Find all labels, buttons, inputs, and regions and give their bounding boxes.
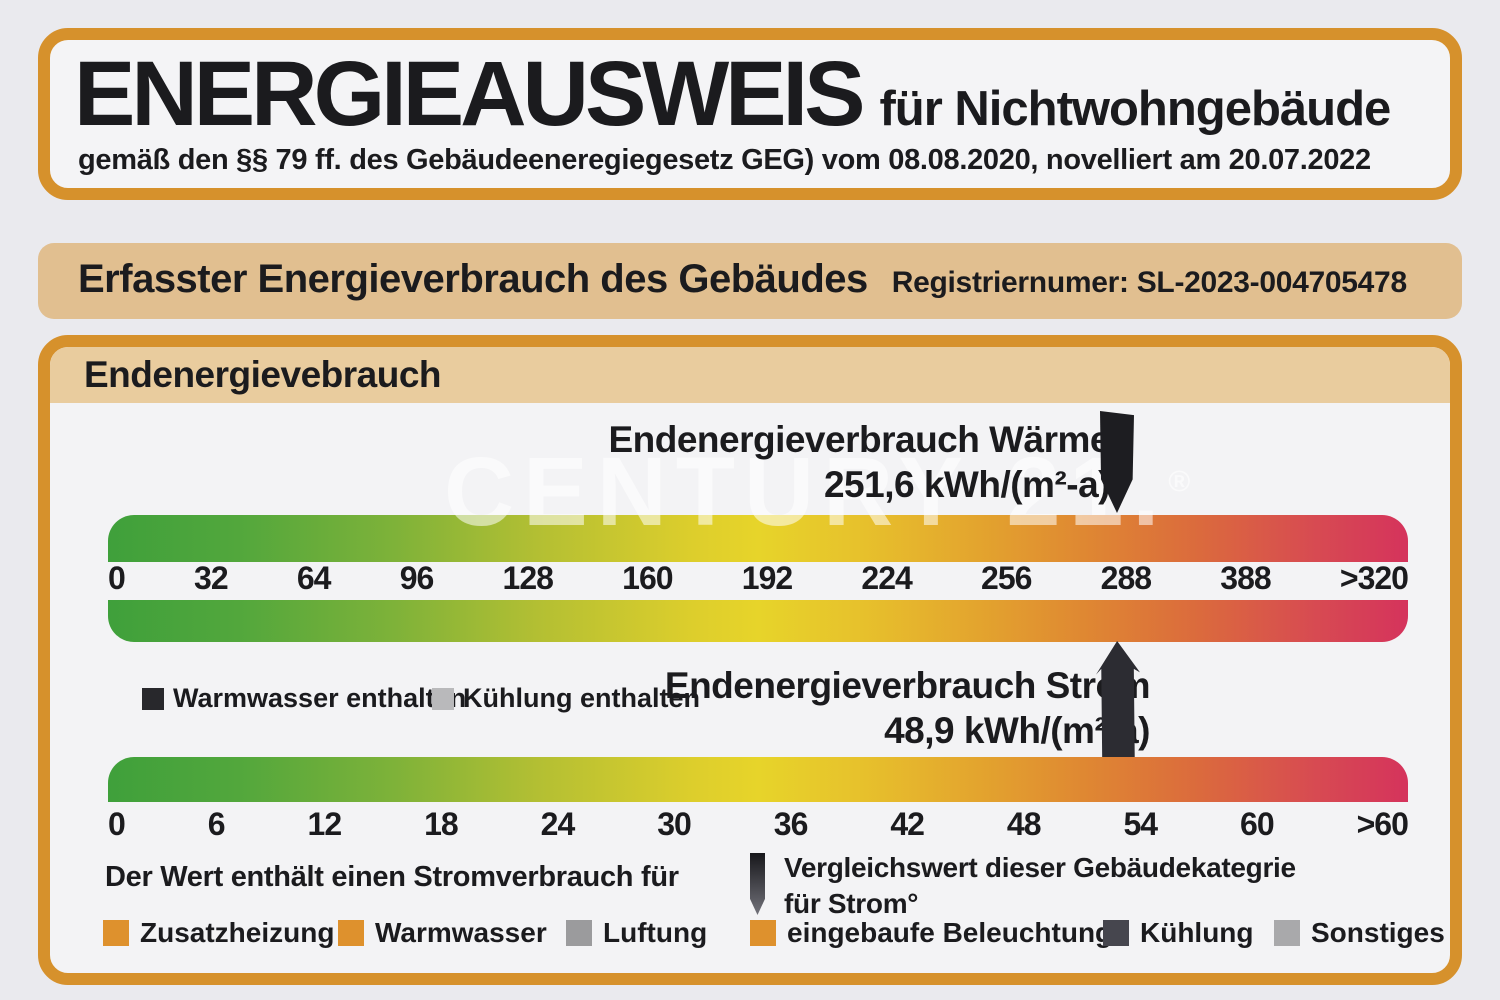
comparison-note-line2: für Strom° xyxy=(784,887,919,919)
consumption-legend-label: Sonstiges xyxy=(1311,917,1445,948)
legend-square-icon xyxy=(566,920,592,946)
scale-tick: 64 xyxy=(296,560,332,596)
scale-tick: 24 xyxy=(540,806,576,842)
legend-square-icon xyxy=(432,687,454,710)
stromverbrauch-note: Der Wert enthält einen Stromverbrauch fü… xyxy=(105,861,679,893)
included-legend-label: Kühlung enthalten xyxy=(463,683,700,713)
section-band-text: Erfasster Energieverbrauch des Gebäudes … xyxy=(78,257,1407,302)
waerme-scale-bar-bottom xyxy=(108,600,1408,642)
scale-tick: 0 xyxy=(108,806,126,842)
strom-comparison-arrow-icon xyxy=(750,853,765,915)
scale-tick: 128 xyxy=(502,560,554,596)
scale-tick: 36 xyxy=(773,806,809,842)
scale-tick: >60 xyxy=(1356,806,1409,842)
consumption-legend-item: Zusatzheizung xyxy=(103,917,334,949)
legend-square-icon xyxy=(1103,920,1129,946)
scale-tick: 32 xyxy=(194,560,229,596)
law-reference-line: gemäß den §§ 79 ff. des Gebäudeeneregieg… xyxy=(78,144,1371,176)
waerme-value-block: Endenergieverbrauch Wärme 251,6 kWh/(m²-… xyxy=(450,417,1110,507)
waerme-scale-ticks: 0 32 64 96 128 160 192 224 256 288 388 >320 xyxy=(108,560,1409,597)
title-row: ENERGIEAUSWEIS für Nichtwohngebäude xyxy=(74,43,1391,145)
consumption-box: Endenergievebrauch Endenergieverbrauch W… xyxy=(38,335,1462,985)
watermark-text: CENTURY 21. xyxy=(444,437,1169,546)
included-legend-label: Warmwasser enthalten xyxy=(173,683,467,713)
consumption-legend-item: Warmwasser xyxy=(338,917,547,949)
scale-tick: 18 xyxy=(424,806,459,842)
consumption-legend-item: Luftung xyxy=(566,917,707,949)
scale-tick: 96 xyxy=(399,560,435,596)
scale-tick: 288 xyxy=(1100,560,1152,596)
comparison-note: Vergleichswert dieser Gebäudekategrie fü… xyxy=(784,850,1296,922)
consumption-legend-label: eingebaufe Beleuchtung xyxy=(787,917,1113,948)
scale-tick: 256 xyxy=(981,560,1032,596)
page-title: ENERGIEAUSWEIS xyxy=(74,43,865,145)
consumption-heading-band: Endenergievebrauch xyxy=(50,347,1450,403)
consumption-heading: Endenergievebrauch xyxy=(84,354,442,395)
scale-tick: 60 xyxy=(1240,806,1275,842)
section-band: Erfasster Energieverbrauch des Gebäudes … xyxy=(38,243,1462,319)
consumption-legend-item: eingebaufe Beleuchtung xyxy=(750,917,1112,949)
strom-scale-bar xyxy=(108,757,1408,802)
included-legend-item: Warmwasser enthalten xyxy=(142,683,466,714)
registered-mark-icon: ® xyxy=(1168,465,1191,499)
scale-tick: 388 xyxy=(1220,560,1271,596)
page-title-suffix: für Nichtwohngebäude xyxy=(879,82,1391,136)
scale-tick: 42 xyxy=(890,806,925,842)
consumption-legend-label: Warmwasser xyxy=(375,917,547,948)
scale-tick: 224 xyxy=(861,560,912,596)
scale-tick: 0 xyxy=(108,560,126,596)
strom-marker-arrow-icon xyxy=(1096,641,1140,757)
scale-tick: 192 xyxy=(741,560,793,596)
scale-tick: 6 xyxy=(207,806,226,842)
legend-square-icon xyxy=(338,920,364,946)
registration-number: Registriernumer: SL-2023-004705478 xyxy=(891,266,1407,299)
section-title: Erfasster Energieverbrauch des Gebäudes xyxy=(78,257,868,301)
century21-watermark: CENTURY 21.® xyxy=(444,436,1190,548)
consumption-legend-item: Kühlung xyxy=(1103,917,1254,949)
strom-value: 48,9 kWh/(m²-a) xyxy=(884,710,1150,752)
scale-tick: >320 xyxy=(1339,560,1409,596)
consumption-legend-label: Zusatzheizung xyxy=(140,917,335,948)
comparison-note-line1: Vergleichswert dieser Gebäudekategrie xyxy=(784,852,1296,883)
waerme-value: 251,6 kWh/(m²-a) xyxy=(823,464,1111,506)
scale-tick: 30 xyxy=(657,806,692,842)
waerme-scale-bar-top xyxy=(108,515,1408,562)
consumption-legend-label: Kühlung xyxy=(1140,917,1254,948)
included-legend-item: Kühlung enthalten xyxy=(432,683,700,714)
strom-scale-ticks: 0 6 12 18 24 30 36 42 48 54 60 >60 xyxy=(108,806,1409,843)
legend-square-icon xyxy=(103,920,129,946)
consumption-legend-item: Sonstiges xyxy=(1274,917,1445,949)
scale-tick: 48 xyxy=(1006,806,1042,842)
consumption-legend-label: Luftung xyxy=(603,917,708,948)
legend-square-icon xyxy=(1274,920,1300,946)
legend-square-icon xyxy=(142,687,164,710)
legend-square-icon xyxy=(750,920,776,946)
scale-tick: 12 xyxy=(307,806,343,842)
header-box: ENERGIEAUSWEIS für Nichtwohngebäude gemä… xyxy=(38,28,1462,200)
strom-label: Endenergieverbrauch Strom xyxy=(664,665,1151,706)
scale-tick: 160 xyxy=(622,560,673,596)
scale-tick: 54 xyxy=(1123,806,1158,842)
strom-value-block: Endenergieverbrauch Strom 48,9 kWh/(m²-a… xyxy=(500,663,1151,753)
waerme-label: Endenergieverbrauch Wärme xyxy=(608,419,1110,460)
